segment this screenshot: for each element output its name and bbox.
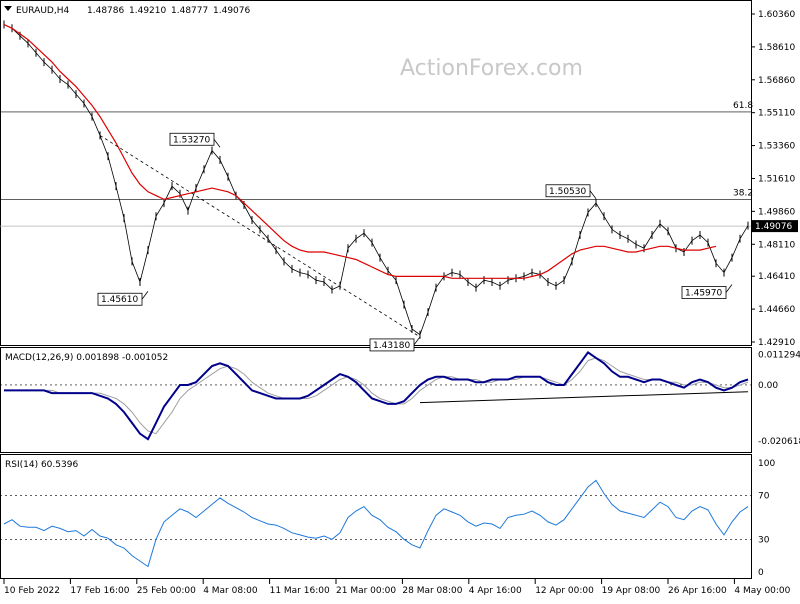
y-tick-label: 1.44660 bbox=[758, 305, 795, 315]
y-tick-label: 1.46410 bbox=[758, 272, 795, 282]
symbol-label: EURAUD,H4 bbox=[16, 6, 69, 16]
x-tick-label: 11 Mar 16:00 bbox=[270, 586, 330, 596]
rsi-layer: 100 70 30 0 bbox=[0, 459, 775, 578]
y-tick-label: 1.60360 bbox=[758, 10, 795, 20]
dashed-trendline bbox=[99, 135, 421, 338]
macd-line bbox=[4, 351, 749, 441]
price-annotation-label: 1.53270 bbox=[173, 135, 210, 145]
high-value: 1.49210 bbox=[129, 6, 166, 16]
price-annotation-pointer bbox=[213, 139, 221, 148]
x-tick-label: 4 May 00:00 bbox=[734, 586, 790, 596]
symbol-marker-icon bbox=[4, 6, 12, 11]
x-tick-label: 19 Apr 08:00 bbox=[602, 586, 661, 596]
y-tick-label: 1.55110 bbox=[758, 109, 795, 119]
current-price-label: 1.49076 bbox=[755, 222, 792, 232]
rsi-y-tick-label: 100 bbox=[758, 459, 775, 469]
x-tick-label: 26 Apr 16:00 bbox=[668, 586, 727, 596]
rsi-title: RSI(14) 60.5396 bbox=[5, 460, 78, 470]
close-value: 1.49076 bbox=[213, 6, 250, 16]
watermark: ActionForex.com bbox=[400, 56, 583, 81]
rsi-panel-frame bbox=[0, 454, 752, 579]
y-tick-label: 1.42910 bbox=[758, 338, 795, 348]
rsi-y-tick-label: 30 bbox=[758, 535, 770, 545]
fib-level-label: 38.2 bbox=[733, 188, 753, 198]
y-tick-label: 1.56860 bbox=[758, 76, 795, 86]
macd-layer: 0.011294 0.00 -0.020618 bbox=[0, 350, 800, 447]
price-annotation-label: 1.50530 bbox=[549, 187, 586, 197]
macd-y-tick-label: 0.00 bbox=[758, 381, 778, 391]
macd-signal-line bbox=[4, 357, 749, 435]
price-annotation-label: 1.45610 bbox=[101, 295, 138, 305]
current-price-tag bbox=[752, 220, 798, 233]
price-annotation-label: 1.45970 bbox=[685, 288, 722, 298]
macd-y-tick-label: -0.020618 bbox=[758, 437, 800, 447]
price-line bbox=[3, 24, 749, 336]
rsi-line bbox=[3, 479, 749, 568]
macd-y-tick-label: 0.011294 bbox=[758, 350, 800, 360]
y-tick-label: 1.51610 bbox=[758, 174, 795, 184]
price-annotation-label: 1.43180 bbox=[373, 341, 410, 351]
x-tick-label: 12 Apr 00:00 bbox=[535, 586, 594, 596]
rsi-y-tick-label: 0 bbox=[758, 568, 764, 578]
moving-average-line bbox=[3, 23, 717, 279]
x-tick-label: 10 Feb 2022 bbox=[4, 586, 60, 596]
y-tick-label: 1.49860 bbox=[758, 207, 795, 217]
y-tick-label: 1.58610 bbox=[758, 43, 795, 53]
fib-level-label: 61.8 bbox=[733, 101, 753, 111]
price-annotation-pointer bbox=[725, 284, 733, 293]
x-tick-label: 28 Mar 08:00 bbox=[402, 586, 462, 596]
x-tick-label: 4 Apr 16:00 bbox=[469, 586, 522, 596]
macd-title: MACD(12,26,9) 0.001898 -0.001052 bbox=[5, 353, 168, 363]
x-tick-label: 21 Mar 00:00 bbox=[336, 586, 396, 596]
rsi-y-tick-label: 70 bbox=[758, 492, 770, 502]
macd-trendline bbox=[419, 391, 749, 404]
low-value: 1.48777 bbox=[171, 6, 208, 16]
price-annotation-pointer bbox=[141, 291, 149, 300]
x-tick-label: 4 Mar 08:00 bbox=[203, 586, 258, 596]
price-annotation-pointer bbox=[413, 336, 421, 346]
y-tick-label: 1.48110 bbox=[758, 240, 795, 250]
main-layer: 1.60360 1.58610 1.56860 1.55110 1.53360 1.516… bbox=[0, 10, 798, 352]
open-value: 1.48786 bbox=[87, 6, 124, 16]
x-axis: 10 Feb 2022 17 Feb 16:00 25 Feb 00:00 4 Mar… bbox=[3, 579, 791, 596]
price-annotation-pointer bbox=[589, 190, 597, 200]
x-tick-label: 25 Feb 00:00 bbox=[137, 586, 196, 596]
x-tick-label: 17 Feb 16:00 bbox=[70, 586, 129, 596]
y-tick-label: 1.53360 bbox=[758, 142, 795, 152]
